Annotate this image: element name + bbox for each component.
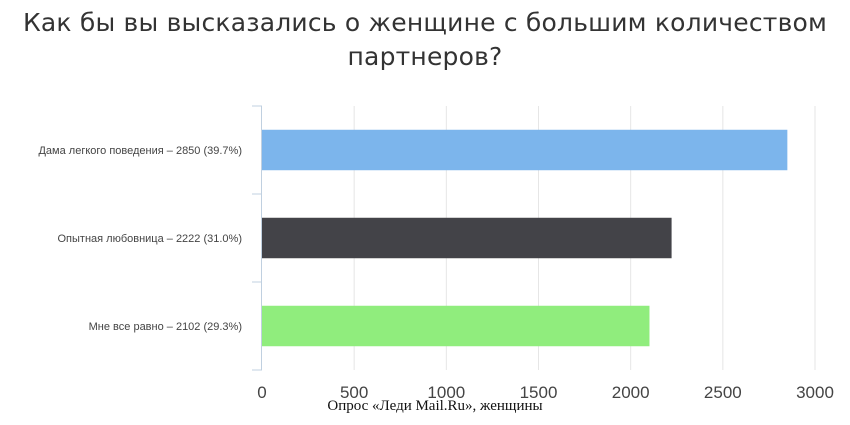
chart-title: Как бы вы высказались о женщине с больши… xyxy=(22,8,828,71)
x-tick-label-1000: 1000 xyxy=(427,383,465,402)
x-tick-label-3000: 3000 xyxy=(796,383,834,402)
bars xyxy=(262,129,788,347)
survey-caption: Опрос «Леди Mail.Ru», женщины xyxy=(327,398,543,414)
category-label-2: Мне все равно – 2102 (29.3%) xyxy=(89,321,242,333)
value-tick-labels: 0 500 1000 1500 2000 2500 3000 xyxy=(257,383,834,402)
category-axis xyxy=(252,105,262,371)
x-tick-label-1500: 1500 xyxy=(520,383,558,402)
category-label-1: Опытная любовница – 2222 (31.0%) xyxy=(57,233,242,245)
bar-0 xyxy=(262,129,788,171)
bar-2 xyxy=(262,305,650,347)
x-tick-label-2000: 2000 xyxy=(612,383,650,402)
category-label-0: Дама легкого поведения – 2850 (39.7%) xyxy=(38,145,242,157)
bar-1 xyxy=(262,217,672,259)
x-tick-label-2500: 2500 xyxy=(704,383,742,402)
category-labels: Дама легкого поведения – 2850 (39.7%) Опы… xyxy=(38,145,242,333)
x-tick-label-500: 500 xyxy=(340,383,368,402)
x-tick-label-0: 0 xyxy=(257,383,266,402)
